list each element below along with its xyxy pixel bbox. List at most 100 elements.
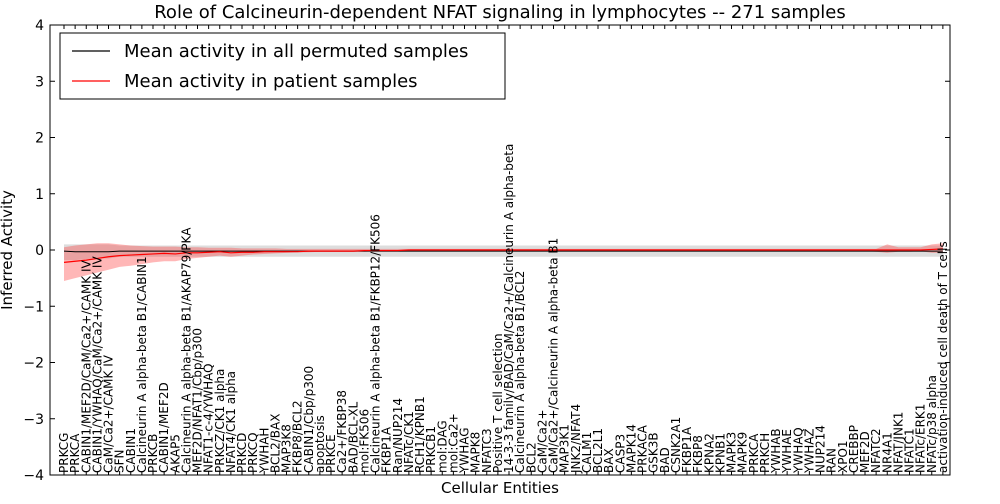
legend-label: Mean activity in all permuted samples bbox=[124, 41, 468, 62]
x-tick-label: CABIN1 bbox=[124, 428, 138, 473]
x-tick-label: CaM/Ca2+/CAMK IV bbox=[102, 354, 116, 473]
x-tick-label: CALM1 bbox=[580, 432, 594, 473]
y-axis-label: Inferred Activity bbox=[0, 190, 16, 310]
x-tick-label: YWHAQ bbox=[791, 427, 805, 474]
x-tick-label: MEF2D/NFAT1/Cbp/p300 bbox=[191, 328, 205, 473]
x-tick-label: MEF2D bbox=[858, 431, 872, 473]
x-tick-label: AKAP5 bbox=[168, 434, 182, 473]
x-tick-label: MAPK9 bbox=[736, 432, 750, 473]
x-tick-label: KPNB1 bbox=[713, 433, 727, 473]
x-tick-label: BAD bbox=[658, 447, 672, 473]
x-tick-label: PRKACA bbox=[636, 424, 650, 473]
x-tick-label: RAN bbox=[825, 448, 839, 473]
x-tick-label: NFAT4/CK1 alpha bbox=[224, 371, 238, 473]
y-tick-label: −1 bbox=[23, 299, 44, 315]
x-tick-label: YWHAB bbox=[769, 428, 783, 474]
x-tick-label: FKBP1A bbox=[380, 426, 394, 473]
x-tick-label: BCL2L1 bbox=[591, 428, 605, 473]
x-tick-label: NFATC2 bbox=[869, 428, 883, 473]
x-tick-label: CSNK2A1 bbox=[669, 417, 683, 473]
series-band-2 bbox=[64, 243, 943, 281]
x-tick-label: NFATc/CK1 bbox=[402, 411, 416, 473]
x-tick-label: PRKCG bbox=[57, 433, 71, 473]
x-tick-label: PRKCD bbox=[235, 433, 249, 473]
x-tick-label: activation-induced cell death of T cells bbox=[936, 241, 950, 473]
x-tick-label: NFATC1 bbox=[903, 428, 917, 473]
x-tick-label: NFAT/JNK1 bbox=[891, 412, 905, 473]
x-tick-label: CaM/Ca2+/Calcineurin A alpha-beta B1 bbox=[547, 238, 561, 473]
x-tick-label: GSK3B bbox=[647, 432, 661, 473]
x-tick-label: Ca2+/FKBP38 bbox=[335, 390, 349, 473]
x-tick-label: BAD/BCL-XL bbox=[346, 401, 360, 473]
x-tick-label: mol:DAG bbox=[435, 420, 449, 473]
x-tick-label: NFAT1-c-4/YWHAQ bbox=[202, 363, 216, 473]
x-tick-label: PRKCE bbox=[324, 434, 338, 473]
x-tick-label: BCL2 bbox=[524, 442, 538, 473]
y-tick-label: −2 bbox=[23, 356, 44, 372]
series-line-2 bbox=[63, 248, 943, 263]
x-tick-label: BCL2/BAX bbox=[268, 414, 282, 473]
x-tick-label: YWHAE bbox=[780, 429, 794, 474]
x-tick-label: Calcineurin A alpha-beta B1/CABIN1 bbox=[135, 256, 149, 473]
y-tick-label: 0 bbox=[35, 243, 44, 259]
x-tick-label: NFATC3 bbox=[480, 428, 494, 473]
x-tick-label: MAPK8 bbox=[469, 432, 483, 473]
x-tick-label: PRKCB bbox=[146, 434, 160, 473]
x-tick-label: MAPK14 bbox=[624, 424, 638, 473]
x-tick-label: apoptosis bbox=[313, 415, 327, 473]
y-tick-label: 3 bbox=[35, 74, 44, 90]
x-tick-label: MAP3K1 bbox=[558, 424, 572, 473]
plot-area: −4−3−2−101234PRKCGPRKCACABIN1/MEF2D/CaM/… bbox=[23, 18, 951, 484]
x-tick-label: XPO1 bbox=[836, 440, 850, 473]
x-tick-label: mol:FK506 bbox=[357, 409, 371, 473]
x-tick-label: CABIN1/MEF2D/CaM/Ca2+/CAMK IV bbox=[79, 259, 93, 473]
x-tick-label: YWHAH bbox=[257, 428, 271, 474]
x-tick-label: SFN bbox=[113, 450, 127, 474]
x-tick-label: Calcineurin A alpha-beta B1/AKAP79/PKA bbox=[179, 227, 193, 473]
x-tick-label: YWHAG bbox=[458, 427, 472, 474]
x-tick-label: FKBP8/BCL2 bbox=[291, 400, 305, 473]
x-tick-label: Calcineurin A alpha-beta B1/BCL2 bbox=[513, 271, 527, 473]
x-tick-label: CASP3 bbox=[613, 434, 627, 473]
x-tick-label: MAPK3 bbox=[725, 432, 739, 473]
x-tick-label: Ran/NUP214 bbox=[391, 398, 405, 473]
legend-box bbox=[59, 32, 506, 100]
x-tick-label: NR4A1 bbox=[880, 432, 894, 473]
x-tick-label: PRKCZ/CK1 alpha bbox=[213, 369, 227, 473]
x-tick-label: PRKCB1 bbox=[424, 426, 438, 473]
x-tick-label: 14-3-3 family/BAD/CaM/Ca2+/Calcineurin A… bbox=[502, 144, 516, 473]
y-tick-label: −3 bbox=[23, 412, 44, 428]
x-tick-label: PRKCA bbox=[68, 433, 82, 473]
y-tick-label: 2 bbox=[35, 131, 44, 147]
x-tick-label: RCH1/KPNB1 bbox=[413, 396, 427, 473]
x-tick-label: mol:Ca2+ bbox=[446, 413, 460, 473]
x-tick-label: NUP214 bbox=[814, 425, 828, 473]
x-tick-label: PRKCQ bbox=[246, 432, 260, 473]
x-tick-label: CREBBP bbox=[847, 425, 861, 473]
x-tick-label: CABIN1/Cbp/p300 bbox=[302, 366, 316, 473]
x-tick-label: JNK2/NFAT4 bbox=[569, 404, 583, 474]
x-axis-label: Cellular Entities bbox=[441, 479, 559, 497]
chart-title: Role of Calcineurin-dependent NFAT signa… bbox=[154, 2, 846, 23]
legend-label: Mean activity in patient samples bbox=[124, 71, 418, 92]
x-tick-label: PRKCA bbox=[747, 433, 761, 473]
x-tick-label: KPNA2 bbox=[702, 433, 716, 473]
x-tick-label: CABIN1/MEF2D bbox=[157, 382, 171, 473]
y-tick-label: −4 bbox=[23, 468, 44, 484]
x-tick-label: PRKCH bbox=[758, 433, 772, 473]
x-tick-label: NFATc/p38 alpha bbox=[925, 375, 939, 473]
series-line-1 bbox=[63, 250, 943, 253]
x-tick-label: MAP3K8 bbox=[280, 424, 294, 473]
x-tick-label: BAX bbox=[602, 448, 616, 473]
series-band-1 bbox=[64, 244, 943, 261]
x-tick-label: NFATc/ERK1 bbox=[914, 404, 928, 473]
x-tick-label: YWHAZ bbox=[802, 428, 816, 474]
x-tick-label: FKBP1A bbox=[680, 426, 694, 473]
x-tick-label: Calcineurin A alpha-beta B1/FKBP12/FK506 bbox=[369, 214, 383, 473]
y-tick-label: 4 bbox=[35, 18, 44, 34]
x-tick-label: FKBP8 bbox=[691, 435, 705, 473]
x-tick-label: CaM/Ca2+ bbox=[535, 409, 549, 473]
x-tick-label: CABIN1/YWHAQ/CaM/Ca2+/CAMK IV bbox=[90, 256, 104, 473]
